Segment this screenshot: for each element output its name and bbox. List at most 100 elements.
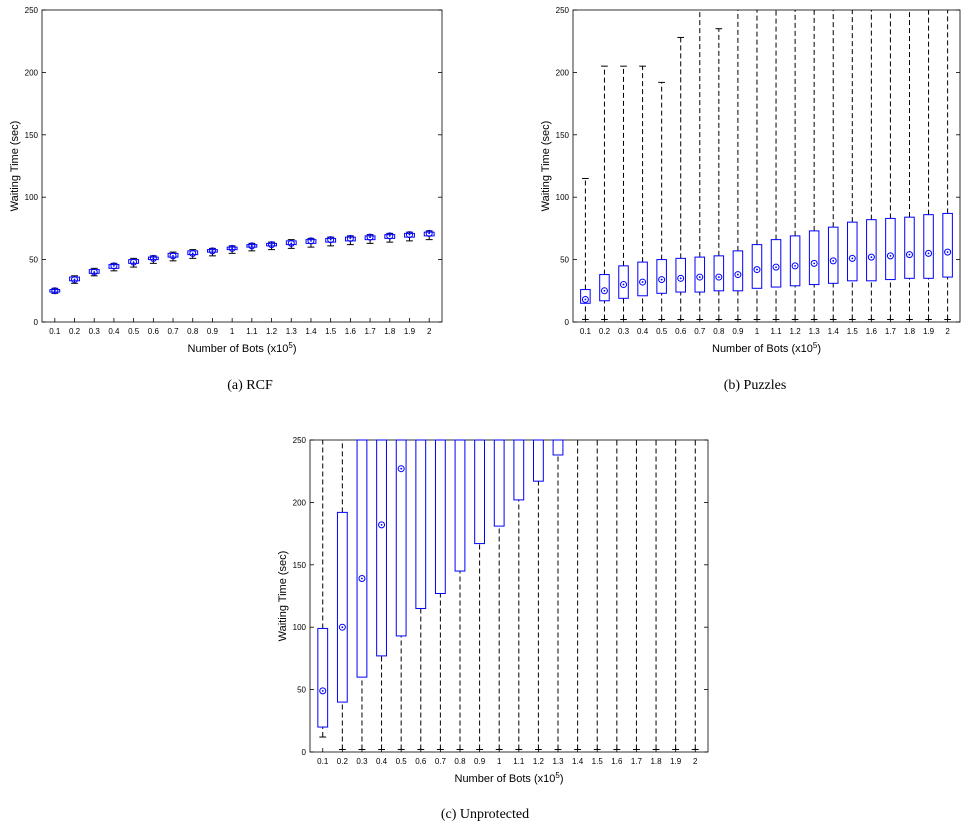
x-tick-label: 1.1 (246, 327, 258, 336)
median-marker (130, 258, 138, 266)
box (384, 234, 396, 239)
x-tick-label: 0.6 (148, 327, 160, 336)
box (266, 242, 277, 247)
box (285, 240, 297, 246)
median-center (380, 523, 383, 526)
x-tick-label: 0.2 (337, 757, 349, 766)
box (493, 439, 505, 527)
box (599, 274, 610, 302)
box (128, 259, 140, 264)
box (656, 259, 667, 294)
x-tick-label: 1.6 (866, 327, 878, 336)
y-tick-label: 150 (293, 561, 307, 570)
median-center (794, 264, 796, 267)
median-marker (338, 623, 346, 631)
median-marker (867, 253, 875, 261)
median-marker (90, 268, 98, 276)
y-tick-label: 250 (556, 6, 570, 15)
median-center (211, 249, 214, 252)
box (108, 264, 120, 269)
box (618, 265, 629, 299)
median-center (698, 276, 701, 278)
median-marker (620, 281, 628, 289)
chart-puzzles: 0 50 100 150 200 250 Waiting Time (sec) Number … (540, 6, 961, 355)
box (305, 239, 317, 244)
x-tick-label: 0.4 (376, 757, 388, 766)
box (147, 256, 159, 261)
box (325, 237, 337, 243)
x-tick-label: 1.6 (345, 327, 357, 336)
x-tick-label: 1.9 (923, 327, 935, 336)
x-tick-label: 1.2 (533, 757, 545, 766)
x-tick-label: 0.1 (49, 327, 61, 336)
x-tick-label: 1.7 (365, 327, 377, 336)
y-axis-label: Waiting Time (sec) (9, 121, 21, 212)
median-marker (327, 236, 335, 244)
median-center (369, 236, 371, 239)
median-marker (658, 276, 666, 284)
box (675, 257, 686, 293)
median-marker (600, 287, 608, 295)
median-center (321, 689, 324, 692)
box (580, 289, 591, 304)
x-tick-label: 0.4 (108, 327, 120, 336)
x-tick-label: 0.5 (396, 757, 408, 766)
box (454, 439, 466, 572)
plot-frame (309, 439, 709, 753)
median-marker (228, 244, 236, 252)
median-center (93, 271, 96, 273)
caption-rcf: (a) RCF (227, 378, 273, 393)
x-tick-label: 0.2 (599, 327, 611, 336)
x-tick-label: 0.3 (618, 327, 630, 336)
box (344, 236, 356, 242)
median-center (889, 254, 892, 257)
median-marker (848, 254, 856, 262)
median-marker (268, 241, 276, 249)
x-tick-label: 1.4 (828, 327, 840, 336)
median-center (641, 281, 644, 283)
median-center (851, 257, 854, 260)
median-marker (925, 249, 933, 257)
box (637, 261, 648, 297)
median-center (717, 276, 720, 278)
x-tick-label: 0.3 (356, 757, 368, 766)
median-center (408, 233, 411, 236)
median-marker (378, 521, 386, 529)
box (513, 439, 525, 501)
x-tick-label: 1.7 (631, 757, 643, 766)
y-tick-label: 50 (29, 256, 38, 265)
median-center (927, 252, 930, 255)
y-tick-label: 150 (556, 131, 570, 140)
x-axis-label: Number of Bots (x105) (188, 341, 297, 355)
x-tick-label: 0.8 (454, 757, 466, 766)
x-tick-label: 0.8 (713, 327, 725, 336)
y-tick-label: 0 (34, 318, 39, 327)
median-center (73, 278, 76, 281)
x-axis-label: Number of Bots (x105) (455, 771, 564, 785)
median-center (756, 268, 758, 271)
median-center (172, 254, 174, 257)
y-tick-label: 150 (25, 131, 39, 140)
box (317, 627, 329, 728)
median-marker (358, 575, 366, 583)
y-tick-label: 200 (25, 68, 39, 77)
x-tick-label: 1.5 (325, 327, 337, 336)
box (885, 217, 896, 281)
x-tick-label: 2 (945, 327, 950, 336)
median-center (775, 266, 777, 268)
median-center (870, 256, 873, 259)
x-tick-label: 1.9 (404, 327, 416, 336)
x-tick-label: 1.4 (305, 327, 317, 336)
x-tick-label: 0.6 (415, 757, 427, 766)
median-marker (319, 687, 327, 695)
y-tick-label: 100 (25, 193, 39, 202)
x-tick-label: 1.5 (847, 327, 859, 336)
median-marker (307, 237, 315, 245)
box (474, 439, 485, 545)
median-center (310, 239, 312, 242)
x-tick-label: 1.8 (904, 327, 916, 336)
median-center (388, 234, 391, 237)
box (49, 289, 61, 293)
median-marker (677, 274, 685, 282)
x-tick-label: 1.3 (809, 327, 821, 336)
